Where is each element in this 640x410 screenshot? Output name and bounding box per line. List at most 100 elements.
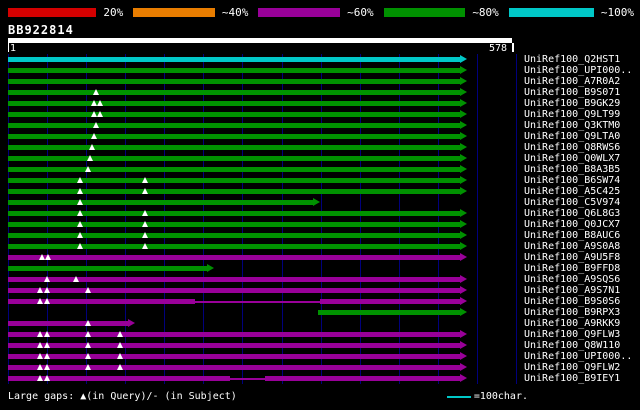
alignment-row: UniRef100_Q0WLX7: [0, 153, 640, 164]
ruler-end-label: 578: [489, 43, 508, 54]
hit-label[interactable]: UniRef100_B9IEY1: [524, 373, 621, 384]
hit-label[interactable]: UniRef100_A9U5F8: [524, 252, 621, 263]
alignment-bar-segment[interactable]: [8, 299, 195, 304]
hit-label[interactable]: UniRef100_Q2HST1: [524, 54, 621, 65]
hit-label[interactable]: UniRef100_A9S7N1: [524, 285, 621, 296]
hit-label[interactable]: UniRef100_B8A3B5: [524, 164, 621, 175]
gap-marker-icon: [37, 353, 44, 359]
hit-label[interactable]: UniRef100_Q9FLW2: [524, 362, 621, 373]
alignment-bar-segment[interactable]: [8, 189, 460, 194]
alignment-row: UniRef100_B8A3B5: [0, 164, 640, 175]
alignment-bar-segment[interactable]: [320, 299, 460, 304]
gap-marker-icon: [45, 254, 52, 260]
hit-label[interactable]: UniRef100_Q9LT99: [524, 109, 621, 120]
alignment-arrow-icon: [459, 55, 467, 63]
alignment-bar-segment[interactable]: [265, 376, 460, 381]
gap-marker-icon: [37, 331, 44, 337]
hit-label[interactable]: UniRef100_A7R0A2: [524, 76, 621, 87]
hit-label[interactable]: UniRef100_B8AUC6: [524, 230, 621, 241]
alignment-bar-segment[interactable]: [8, 156, 460, 161]
hit-label[interactable]: UniRef100_B9S071: [524, 87, 621, 98]
hit-label[interactable]: UniRef100_B9RPX3: [524, 307, 621, 318]
alignment-bar-segment[interactable]: [8, 167, 460, 172]
legend-footer: Large gaps: ▲(in Query)/- (in Subject) =…: [8, 391, 640, 402]
alignment-bar-segment[interactable]: [8, 200, 314, 205]
hit-label[interactable]: UniRef100_B9S0S6: [524, 296, 621, 307]
scale-swatch: [508, 7, 594, 17]
alignment-bar-segment[interactable]: [8, 211, 460, 216]
alignment-bar-segment[interactable]: [8, 90, 460, 95]
alignment-bar-segment[interactable]: [8, 79, 460, 84]
gap-marker-icon: [37, 375, 44, 381]
ruler-start-label: 1: [10, 43, 17, 54]
alignment-bar-segment[interactable]: [8, 68, 460, 73]
gap-marker-icon: [44, 331, 51, 337]
alignment-bar-segment[interactable]: [8, 332, 460, 337]
alignment-bar-segment[interactable]: [8, 244, 460, 249]
hit-label[interactable]: UniRef100_A9SQS6: [524, 274, 621, 285]
gap-marker-icon: [85, 364, 92, 370]
alignment-row: UniRef100_A9U5F8: [0, 252, 640, 263]
alignment-row: UniRef100_Q6L8G3: [0, 208, 640, 219]
hit-label[interactable]: UniRef100_Q8RWS6: [524, 142, 621, 153]
alignment-bar-segment[interactable]: [8, 145, 460, 150]
gap-marker-icon: [91, 100, 98, 106]
alignment-arrow-icon: [459, 308, 467, 316]
query-ruler-bar: [8, 38, 512, 43]
alignment-bar-segment[interactable]: [8, 288, 460, 293]
alignment-bar-segment[interactable]: [8, 321, 129, 326]
alignment-arrow-icon: [459, 231, 467, 239]
gap-marker-icon: [37, 287, 44, 293]
gap-marker-icon: [44, 342, 51, 348]
alignment-gap-line[interactable]: [230, 378, 266, 380]
alignment-row: UniRef100_Q0JCX7: [0, 219, 640, 230]
alignment-bar-segment[interactable]: [8, 134, 460, 139]
hit-label[interactable]: UniRef100_Q9LTA0: [524, 131, 621, 142]
hit-label[interactable]: UniRef100_Q3KTM0: [524, 120, 621, 131]
gap-marker-icon: [77, 243, 84, 249]
hit-label[interactable]: UniRef100_Q0JCX7: [524, 219, 621, 230]
gridline: [398, 54, 400, 384]
hit-label[interactable]: UniRef100_Q6L8G3: [524, 208, 621, 219]
alignment-row: UniRef100_B8AUC6: [0, 230, 640, 241]
alignment-row: UniRef100_B6SW74: [0, 175, 640, 186]
gridline: [516, 54, 517, 384]
hit-label[interactable]: UniRef100_UPI000..: [524, 65, 633, 76]
alignment-bar-segment[interactable]: [8, 277, 460, 282]
hit-label[interactable]: UniRef100_Q8W110: [524, 340, 621, 351]
alignment-bar-segment[interactable]: [8, 365, 460, 370]
alignment-bar-segment[interactable]: [8, 266, 207, 271]
alignment-bar-segment[interactable]: [8, 376, 231, 381]
alignment-bar-segment[interactable]: [8, 354, 460, 359]
alignment-bar-segment[interactable]: [8, 112, 460, 117]
hit-label[interactable]: UniRef100_Q9FLW3: [524, 329, 621, 340]
alignment-bar-segment[interactable]: [8, 343, 460, 348]
hit-label[interactable]: UniRef100_A9S0A8: [524, 241, 621, 252]
alignment-row: UniRef100_Q8RWS6: [0, 142, 640, 153]
alignment-bar-segment[interactable]: [8, 123, 460, 128]
gap-marker-icon: [44, 353, 51, 359]
alignment-bar-segment[interactable]: [8, 101, 460, 106]
alignment-bar-segment[interactable]: [8, 178, 460, 183]
alignment-bar-segment[interactable]: [317, 310, 460, 315]
alignment-bar-segment[interactable]: [8, 255, 460, 260]
alignment-bar-segment[interactable]: [8, 233, 460, 238]
hit-label[interactable]: UniRef100_UPI000..: [524, 351, 633, 362]
alignment-arrow-icon: [459, 330, 467, 338]
alignment-row: UniRef100_B9FFD8: [0, 263, 640, 274]
gap-marker-icon: [85, 331, 92, 337]
alignment-bar-segment[interactable]: [8, 57, 460, 62]
hit-label[interactable]: UniRef100_B9GK29: [524, 98, 621, 109]
alignment-bar-segment[interactable]: [8, 222, 460, 227]
hit-label[interactable]: UniRef100_A9RKK9: [524, 318, 621, 329]
scale-swatch: [133, 7, 215, 17]
hit-label[interactable]: UniRef100_C5V974: [524, 197, 621, 208]
alignment-arrow-icon: [459, 242, 467, 250]
hit-label[interactable]: UniRef100_B6SW74: [524, 175, 621, 186]
alignment-gap-line[interactable]: [194, 301, 321, 303]
alignment-arrow-icon: [459, 341, 467, 349]
hit-label[interactable]: UniRef100_A5C425: [524, 186, 621, 197]
hit-label[interactable]: UniRef100_B9FFD8: [524, 263, 621, 274]
hit-label[interactable]: UniRef100_Q0WLX7: [524, 153, 621, 164]
